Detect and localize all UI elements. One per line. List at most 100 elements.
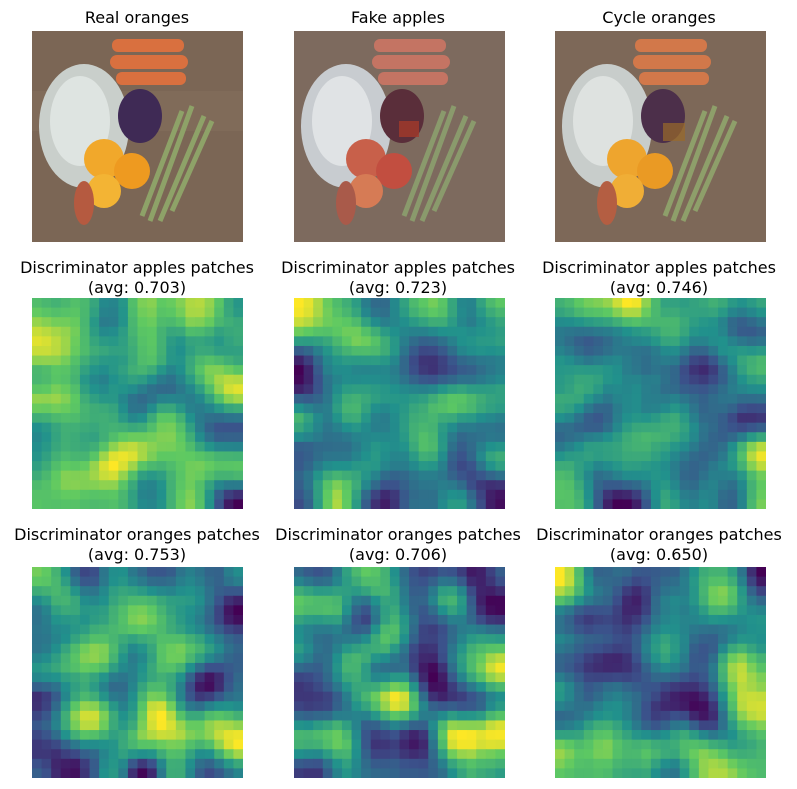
heatmap-patch	[447, 470, 458, 481]
heatmap-patch	[380, 298, 391, 309]
heatmap-patch	[457, 422, 468, 433]
heatmap-patch	[631, 384, 642, 395]
heatmap-patch	[555, 441, 566, 453]
heatmap-patch	[622, 461, 633, 472]
heatmap-patch	[708, 739, 719, 750]
heatmap-patch	[622, 499, 633, 509]
heatmap-patch	[437, 614, 449, 626]
heatmap-patch	[457, 643, 468, 654]
heatmap-patch	[233, 614, 243, 626]
heatmap-patch	[650, 614, 662, 626]
heatmap-patch	[737, 701, 748, 712]
heatmap-patch	[409, 393, 420, 405]
heatmap-patch	[147, 624, 158, 635]
heatmap-patch	[351, 653, 362, 664]
heatmap-patch	[332, 499, 343, 509]
heatmap-patch	[137, 355, 148, 366]
heatmap-patch	[485, 567, 497, 578]
heatmap-patch	[79, 595, 91, 606]
heatmap-patch	[60, 653, 71, 664]
heatmap-patch	[137, 384, 148, 395]
heatmap-patch	[389, 758, 401, 770]
heatmap-patch	[118, 768, 129, 778]
heatmap-patch	[593, 710, 604, 722]
heatmap-patch	[650, 355, 662, 366]
heatmap-patch	[223, 384, 235, 395]
heatmap-patch	[137, 614, 148, 626]
heatmap-patch	[679, 605, 690, 616]
heatmap-patch	[708, 489, 719, 501]
heatmap-patch	[233, 470, 243, 481]
heatmap-patch	[79, 567, 91, 578]
heatmap-patch	[118, 432, 129, 443]
heatmap-patch	[418, 624, 429, 635]
panel-title: Discriminator apples patches	[281, 258, 515, 277]
heatmap-patch	[332, 336, 343, 347]
heatmap-patch	[185, 586, 196, 597]
heatmap-patch	[583, 393, 594, 405]
heatmap-patch	[466, 422, 477, 433]
heatmap-patch	[622, 749, 633, 760]
heatmap-patch	[650, 317, 662, 328]
heatmap-patch	[351, 489, 362, 501]
heatmap-patch	[612, 298, 623, 309]
heatmap-patch	[361, 634, 372, 645]
heatmap-patch	[166, 336, 177, 347]
heatmap-patch	[175, 499, 187, 509]
heatmap-patch	[303, 614, 314, 626]
heatmap-patch	[175, 451, 187, 462]
heatmap-patch	[555, 307, 566, 318]
heatmap-patch	[399, 567, 410, 578]
heatmap-patch	[79, 317, 91, 328]
heatmap-patch	[641, 624, 652, 635]
heatmap-patch	[303, 701, 314, 712]
heatmap-patch	[214, 595, 225, 606]
heatmap-patch	[294, 586, 305, 597]
heatmap-patch	[99, 691, 110, 702]
heatmap-patch	[332, 384, 343, 395]
heatmap-patch	[689, 451, 700, 462]
heatmap-patch	[555, 576, 566, 587]
heatmap-patch	[137, 451, 148, 462]
heatmap-patch	[495, 605, 505, 616]
heatmap-patch	[370, 441, 381, 453]
heatmap-patch	[233, 393, 243, 405]
heatmap-patch	[418, 595, 429, 606]
heatmap-patch	[485, 739, 497, 750]
heatmap-patch	[147, 432, 158, 443]
heatmap-patch	[457, 489, 468, 501]
heatmap-patch	[466, 384, 477, 395]
heatmap-patch	[389, 298, 401, 309]
heatmap-patch	[583, 336, 594, 347]
heatmap-patch	[612, 403, 623, 414]
heatmap-patch	[564, 739, 575, 750]
heatmap-patch	[79, 662, 91, 674]
heatmap-patch	[70, 499, 81, 509]
heatmap-patch	[476, 758, 487, 770]
heatmap-patch	[466, 634, 477, 645]
heatmap-patch	[70, 336, 81, 347]
heatmap-patch	[555, 470, 566, 481]
heatmap-patch	[641, 586, 652, 597]
heatmap-patch	[612, 365, 623, 376]
heatmap-patch	[698, 451, 710, 462]
heatmap-patch	[341, 470, 353, 481]
heatmap-patch	[175, 489, 187, 501]
heatmap-patch	[195, 441, 206, 453]
heatmap-patch	[60, 624, 71, 635]
heatmap-patch	[399, 682, 410, 693]
heatmap-patch	[756, 643, 766, 654]
heatmap-patch	[485, 595, 497, 606]
heatmap-patch	[41, 739, 52, 750]
heatmap-patch	[428, 749, 439, 760]
heatmap-patch	[650, 701, 662, 712]
heatmap-patch	[485, 614, 497, 626]
heatmap-patch	[214, 355, 225, 366]
heatmap-patch	[156, 451, 167, 462]
heatmap-patch	[708, 413, 719, 424]
heatmap-patch	[223, 662, 235, 674]
heatmap-patch	[670, 345, 681, 357]
heatmap-patch	[670, 576, 681, 587]
heatmap-patch	[322, 701, 333, 712]
heatmap-patch	[185, 672, 196, 683]
